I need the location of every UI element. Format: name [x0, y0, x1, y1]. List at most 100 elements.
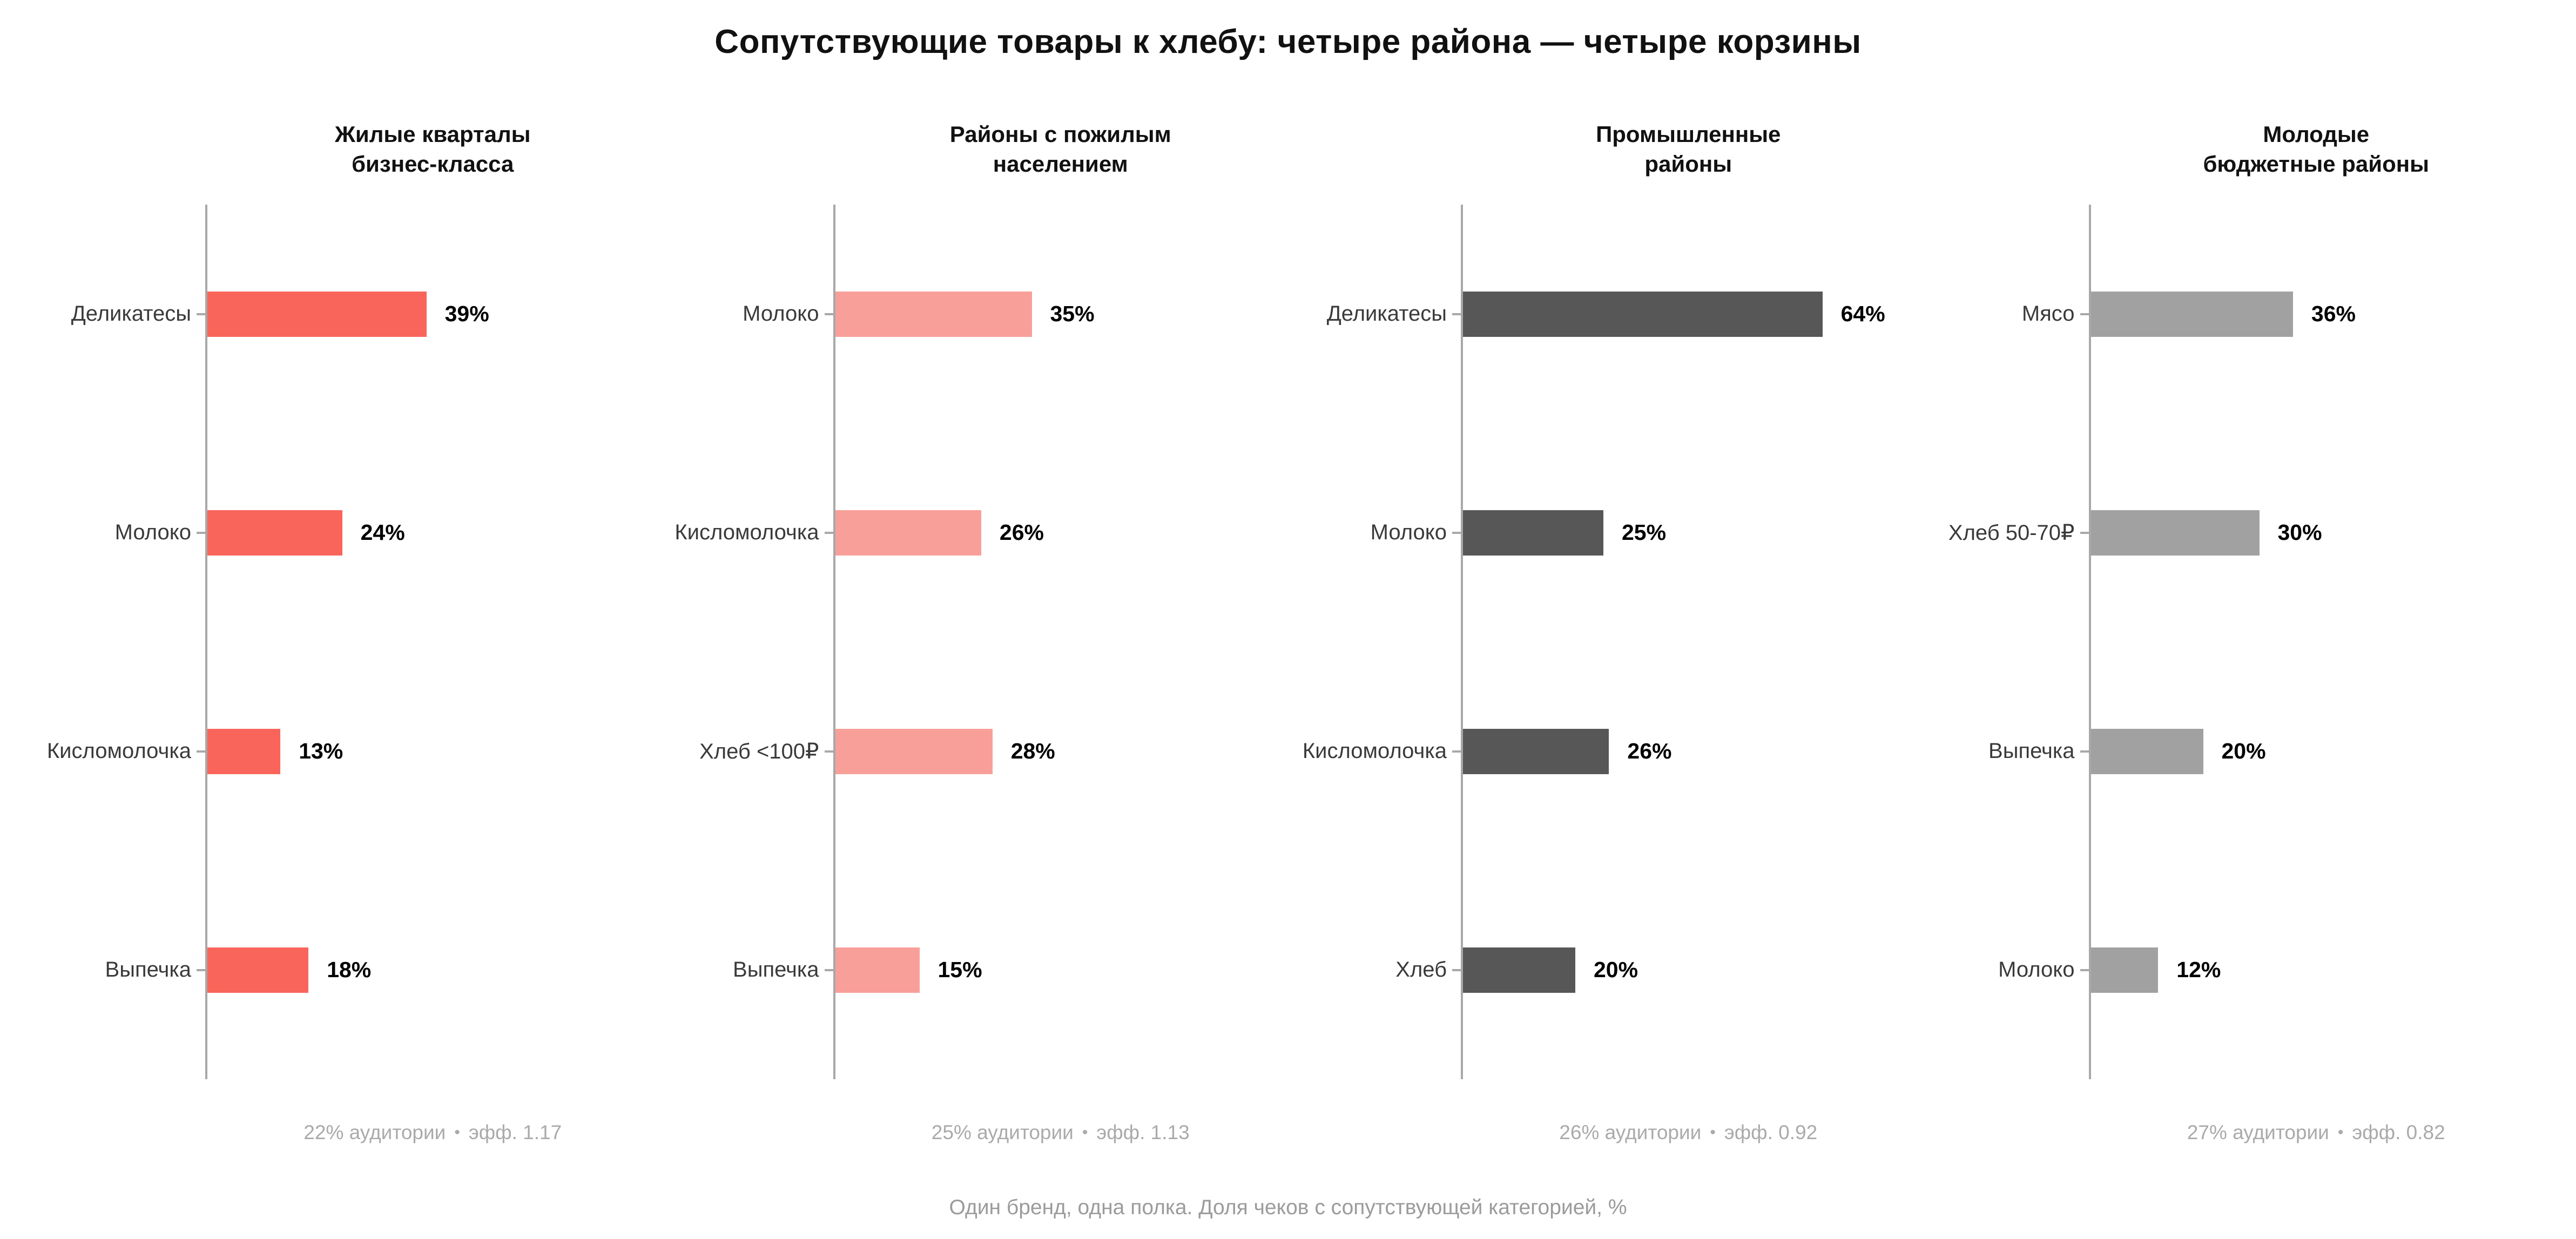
panel-title-line: Молодые: [2263, 121, 2370, 147]
panel-title: Молодые бюджетные районы: [1916, 119, 2544, 185]
category-label: Хлеб: [1395, 958, 1447, 981]
efficiency-value: эфф. 1.17: [468, 1121, 562, 1143]
axis-tick: [197, 531, 205, 534]
axis-tick: [1452, 969, 1461, 971]
bar: [1463, 510, 1603, 556]
bar-row: Молоко 24%: [32, 423, 660, 642]
panel-footer: 27% аудитории • эфф. 0.82: [1916, 1121, 2544, 1144]
bar: [2091, 510, 2260, 556]
category-label: Кисломолочка: [675, 520, 819, 544]
bar-row: Хлеб 50-70₽ 30%: [1916, 423, 2544, 642]
audience-share: 27% аудитории: [2187, 1121, 2329, 1143]
axis-tick: [2080, 313, 2089, 315]
panel-young-budget: Молодые бюджетные районы Мясо 36% Хлеб 5…: [1916, 119, 2544, 1144]
bar-chart: Мясо 36% Хлеб 50-70₽ 30%: [1916, 205, 2544, 1079]
axis-tick: [1452, 531, 1461, 534]
category-label: Кисломолочка: [46, 739, 191, 763]
plot-area: 26%: [1452, 642, 1916, 861]
axis-tick: [1452, 313, 1461, 315]
audience-share: 25% аудитории: [931, 1121, 1074, 1143]
bar-row: Мясо 36%: [1916, 205, 2544, 423]
panel-business-class: Жилые кварталы бизнес-класса Деликатесы …: [32, 119, 660, 1144]
bar-row: Выпечка 20%: [1916, 642, 2544, 861]
bar-chart: Деликатесы 39% Молоко 24%: [32, 205, 660, 1079]
bar-row: Молоко 25%: [1288, 423, 1916, 642]
bar-value-label: 13%: [299, 739, 343, 763]
bar: [2091, 947, 2159, 993]
category-label: Выпечка: [1988, 739, 2075, 763]
panel-elderly: Районы с пожилым населением Молоко 35% К…: [660, 119, 1289, 1144]
bar-row: Молоко 35%: [660, 205, 1289, 423]
panel-title-line: Промышленные: [1596, 121, 1781, 147]
bar-row: Деликатесы 64%: [1288, 205, 1916, 423]
bar-value-label: 26%: [1627, 739, 1672, 763]
panel-title-line: Районы с пожилым: [949, 121, 1171, 147]
panel-footer: 22% аудитории • эфф. 1.17: [32, 1121, 660, 1144]
bar: [835, 947, 920, 993]
category-label: Кисломолочка: [1302, 739, 1447, 763]
panels-grid: Жилые кварталы бизнес-класса Деликатесы …: [32, 119, 2544, 1144]
panel-title-line: бизнес-класса: [352, 151, 514, 177]
plot-area: 18%: [197, 861, 660, 1079]
category-label: Выпечка: [105, 958, 191, 981]
bar: [207, 728, 281, 774]
bullet-separator: •: [454, 1123, 460, 1141]
bar: [2091, 291, 2293, 337]
bar-row: Кисломолочка 26%: [1288, 642, 1916, 861]
panel-title-line: Жилые кварталы: [334, 121, 531, 147]
plot-area: 13%: [197, 642, 660, 861]
panel-industrial: Промышленные районы Деликатесы 64% Молок…: [1288, 119, 1916, 1144]
bar-row: Кисломолочка 13%: [32, 642, 660, 861]
bar-value-label: 24%: [360, 520, 405, 545]
category-label: Деликатесы: [71, 302, 191, 326]
bar: [835, 510, 981, 556]
bar-row: Деликатесы 39%: [32, 205, 660, 423]
plot-area: 25%: [1452, 423, 1916, 642]
bullet-separator: •: [2337, 1123, 2344, 1141]
axis-tick: [1452, 750, 1461, 753]
panel-footer: 25% аудитории • эфф. 1.13: [660, 1121, 1289, 1144]
bar-value-label: 64%: [1840, 301, 1885, 326]
bullet-separator: •: [1710, 1123, 1716, 1141]
bar: [1463, 728, 1609, 774]
audience-share: 22% аудитории: [304, 1121, 446, 1143]
axis-tick: [2080, 750, 2089, 753]
bar: [207, 947, 309, 993]
bar: [1463, 291, 1823, 337]
efficiency-value: эфф. 1.13: [1096, 1121, 1190, 1143]
bar-row: Хлеб <100₽ 28%: [660, 642, 1289, 861]
bar: [207, 291, 427, 337]
bar-row: Выпечка 18%: [32, 861, 660, 1079]
chart-caption: Один бренд, одна полка. Доля чеков с соп…: [949, 1196, 1627, 1219]
bar: [207, 510, 342, 556]
bar-value-label: 20%: [2221, 739, 2266, 763]
plot-area: 35%: [824, 205, 1289, 423]
panel-title-line: населением: [993, 151, 1128, 177]
plot-area: 64%: [1452, 205, 1916, 423]
category-label: Хлеб <100₽: [699, 739, 819, 763]
bullet-separator: •: [1082, 1123, 1088, 1141]
category-label: Молоко: [1998, 958, 2075, 981]
category-label: Выпечка: [733, 958, 819, 981]
audience-share: 26% аудитории: [1559, 1121, 1702, 1143]
plot-area: 28%: [824, 642, 1289, 861]
axis-tick: [2080, 531, 2089, 534]
efficiency-value: эфф. 0.82: [2352, 1121, 2445, 1143]
bar: [1463, 947, 1575, 993]
bar: [835, 291, 1032, 337]
panel-footer: 26% аудитории • эфф. 0.92: [1288, 1121, 1916, 1144]
bar-value-label: 15%: [938, 957, 982, 982]
bar-value-label: 39%: [444, 301, 489, 326]
plot-area: 26%: [824, 423, 1289, 642]
bar-row: Молоко 12%: [1916, 861, 2544, 1079]
axis-tick: [197, 750, 205, 753]
panel-title-line: районы: [1644, 151, 1732, 177]
category-label: Молоко: [114, 520, 191, 544]
axis-tick: [197, 313, 205, 315]
category-label: Деликатесы: [1326, 302, 1447, 326]
axis-tick: [824, 313, 833, 315]
bar-chart: Молоко 35% Кисломолочка 26%: [660, 205, 1289, 1079]
category-label: Молоко: [1370, 520, 1447, 544]
plot-area: 20%: [1452, 861, 1916, 1079]
